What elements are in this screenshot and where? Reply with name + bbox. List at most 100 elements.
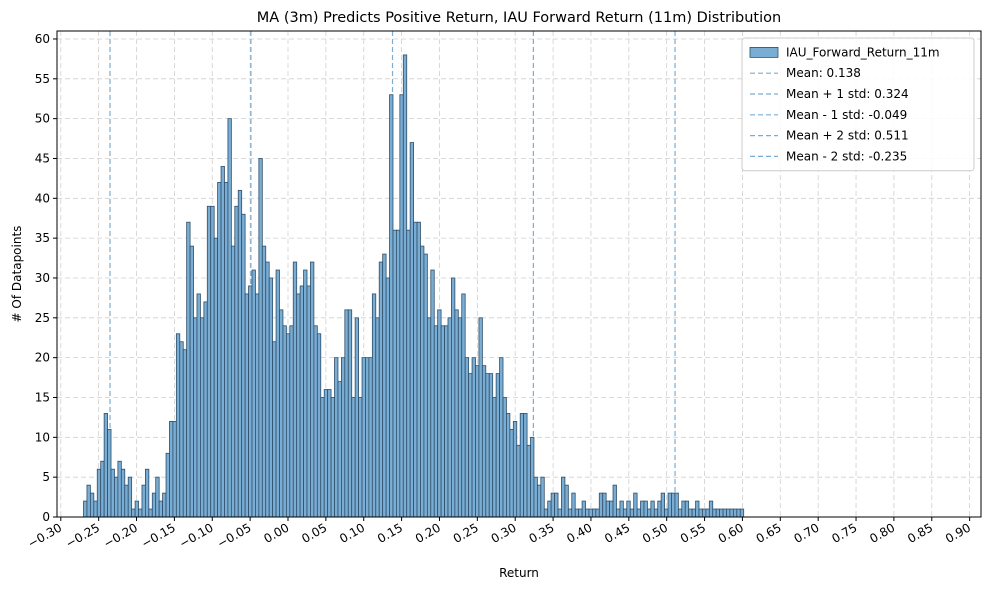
histogram-bar [396, 229, 401, 518]
histogram-bar [695, 500, 700, 518]
histogram-bar [732, 508, 738, 518]
histogram-bar [368, 357, 373, 518]
histogram-bar [550, 492, 555, 518]
histogram-bar [509, 428, 514, 518]
x-tick-label: 0.60 [716, 520, 746, 545]
histogram-bar [433, 325, 439, 518]
histogram-bar [389, 94, 394, 518]
histogram-bar [512, 420, 518, 518]
histogram-bar [279, 309, 284, 518]
histogram-bar [261, 245, 267, 518]
histogram-bar [561, 476, 566, 518]
histogram-bar [708, 500, 714, 518]
x-tick-label: −0.30 [25, 520, 64, 551]
histogram-bar [100, 460, 105, 518]
histogram-bar [227, 118, 232, 518]
histogram-bar [416, 221, 421, 518]
histogram-bar [155, 476, 160, 518]
histogram-bar [554, 492, 559, 518]
histogram-bar [492, 397, 497, 518]
histogram-bar [285, 333, 291, 518]
x-axis-ticks: −0.30 −0.25 −0.20 −0.15 −0.10 −0.05 0.00 0.05 0.… [25, 517, 973, 551]
histogram-bar [598, 492, 604, 518]
y-axis-ticks: 0 5 10 15 20 25 30 35 40 45 50 55 60 [35, 32, 57, 524]
y-tick-label: 5 [42, 470, 50, 484]
histogram-bar [516, 444, 521, 518]
histogram-bar [406, 229, 411, 518]
histogram-bar [519, 413, 525, 518]
legend-box [741, 37, 975, 172]
histogram-bar [574, 508, 580, 518]
histogram-bar [330, 397, 335, 518]
bars [83, 54, 745, 518]
histogram-bar [523, 413, 528, 518]
y-tick-label: 30 [35, 271, 50, 285]
histogram-bar [365, 357, 370, 518]
histogram-bar [719, 508, 724, 518]
histogram-bar [461, 293, 466, 518]
y-tick-label: 40 [35, 191, 50, 205]
histogram-bar [117, 460, 122, 518]
histogram-bar [358, 397, 363, 518]
histogram-bar [602, 492, 607, 518]
histogram-bar [705, 508, 710, 518]
x-tick-label: 0.70 [792, 520, 822, 545]
histogram-bar [375, 317, 380, 518]
histogram-bar [423, 253, 428, 518]
histogram-bar [667, 492, 672, 518]
x-tick-label: 0.15 [375, 520, 405, 545]
histogram-bar [588, 508, 593, 518]
y-tick-label: 15 [35, 390, 50, 404]
histogram-bar [413, 221, 418, 518]
histogram-bar [488, 373, 494, 518]
histogram-bar [684, 500, 690, 518]
histogram-bar [640, 500, 645, 518]
histogram-bar [347, 309, 353, 518]
histogram-bar [595, 508, 600, 518]
legend-label: Mean + 2 std: 0.511 [786, 129, 909, 143]
histogram-bar [399, 94, 404, 518]
histogram-bar [169, 420, 174, 518]
histogram-bar [567, 508, 573, 518]
histogram-bar [217, 181, 222, 518]
x-tick-label: 0.30 [489, 520, 519, 545]
histogram-bar [430, 269, 435, 518]
histogram-bar [506, 413, 511, 518]
histogram-bar [224, 181, 229, 518]
y-tick-label: 50 [35, 112, 50, 126]
histogram-bar [609, 500, 614, 518]
y-tick-label: 10 [35, 430, 50, 444]
histogram-bar [272, 341, 277, 518]
y-tick-label: 0 [42, 510, 50, 524]
legend-label: IAU_Forward_Return_11m [786, 45, 940, 59]
histogram-bar [420, 245, 425, 518]
histogram-bar [629, 508, 635, 518]
x-tick-label: 0.20 [413, 520, 443, 545]
histogram-bar [127, 476, 133, 518]
histogram-bar [499, 357, 504, 518]
histogram-bar [437, 309, 442, 518]
histogram-bar [660, 492, 666, 518]
x-tick-label: −0.20 [101, 520, 140, 551]
histogram-bar [681, 500, 686, 518]
histogram-bar [292, 261, 298, 518]
histogram-bar [581, 500, 586, 518]
histogram-bar [547, 500, 552, 518]
histogram-bar [251, 269, 256, 518]
x-tick-label: −0.05 [215, 520, 254, 551]
histogram-bar [179, 341, 184, 518]
histogram-bar [144, 468, 150, 518]
histogram-bar [712, 508, 717, 518]
histogram-bar [392, 229, 397, 518]
histogram-bar [451, 277, 456, 518]
histogram-bar [303, 269, 308, 518]
histogram-bar [643, 500, 648, 518]
histogram-bar [289, 325, 294, 518]
histogram-bar [715, 508, 721, 518]
histogram-bar [426, 317, 432, 518]
plot-frame [56, 30, 982, 518]
histogram-bar [622, 508, 628, 518]
y-tick-label: 25 [35, 311, 50, 325]
histogram-bar [571, 492, 576, 518]
